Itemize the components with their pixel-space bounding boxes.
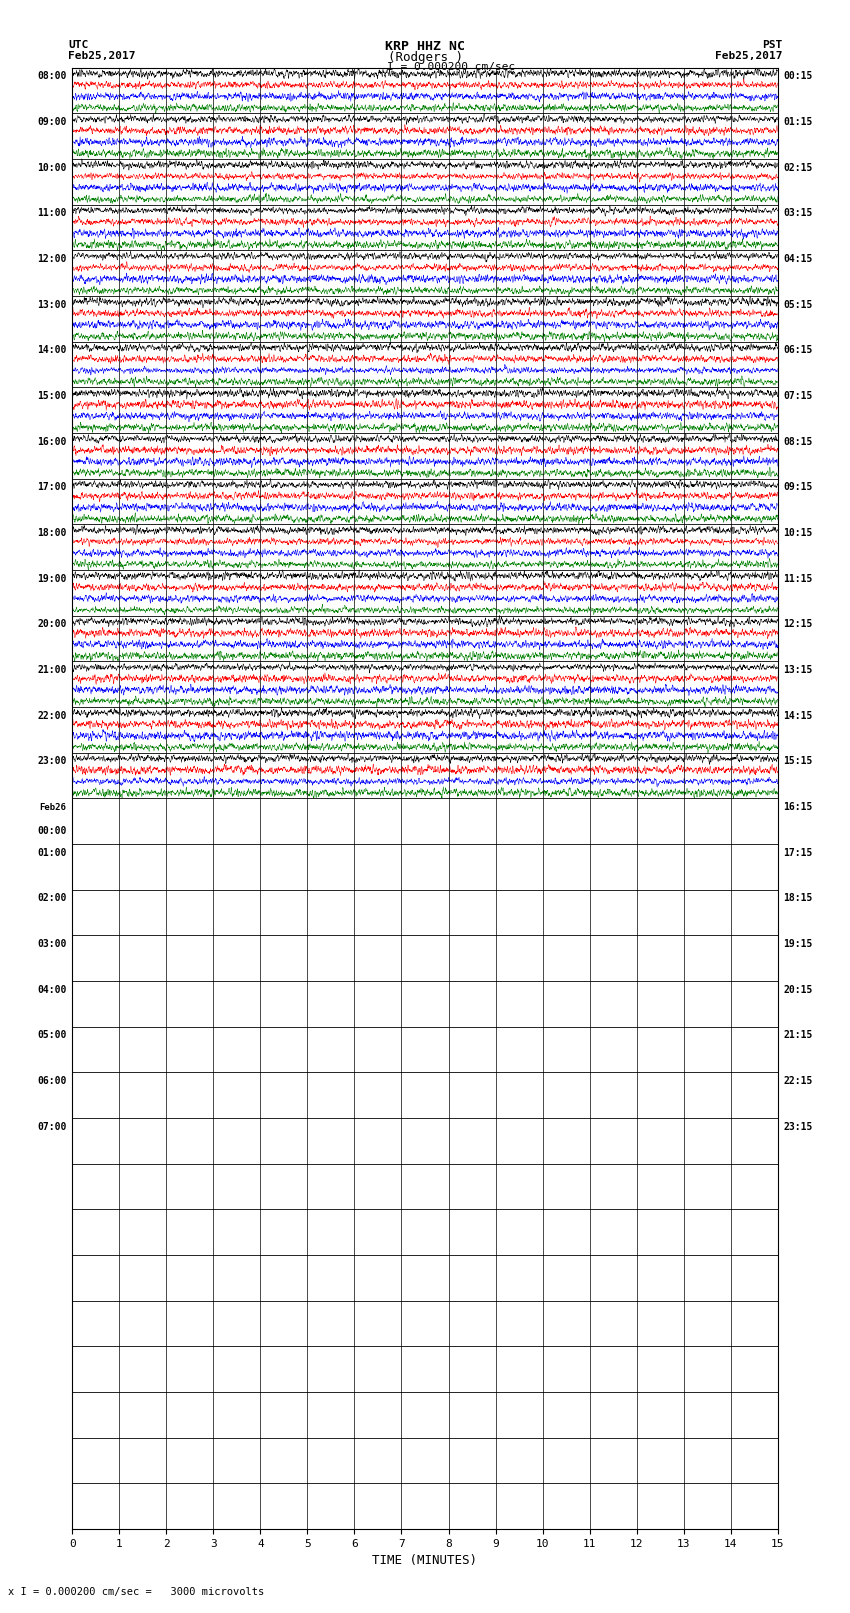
Text: 10:00: 10:00 (37, 163, 66, 173)
Text: 07:00: 07:00 (37, 1121, 66, 1132)
Text: x I = 0.000200 cm/sec =   3000 microvolts: x I = 0.000200 cm/sec = 3000 microvolts (8, 1587, 264, 1597)
Text: 01:15: 01:15 (784, 118, 813, 127)
Text: 02:15: 02:15 (784, 163, 813, 173)
Text: 12:00: 12:00 (37, 255, 66, 265)
Text: 04:15: 04:15 (784, 255, 813, 265)
Text: 11:00: 11:00 (37, 208, 66, 218)
Text: 00:15: 00:15 (784, 71, 813, 81)
Text: 13:00: 13:00 (37, 300, 66, 310)
Text: 07:15: 07:15 (784, 390, 813, 402)
Text: 17:00: 17:00 (37, 482, 66, 492)
Text: Feb25,2017: Feb25,2017 (68, 50, 135, 61)
Text: 16:15: 16:15 (784, 802, 813, 811)
Text: 04:00: 04:00 (37, 986, 66, 995)
Text: 21:00: 21:00 (37, 665, 66, 676)
Text: 02:00: 02:00 (37, 894, 66, 903)
Text: 16:00: 16:00 (37, 437, 66, 447)
Text: I = 0.000200 cm/sec: I = 0.000200 cm/sec (387, 63, 515, 73)
Text: 03:00: 03:00 (37, 939, 66, 948)
Text: 08:00: 08:00 (37, 71, 66, 81)
Text: 15:00: 15:00 (37, 390, 66, 402)
Text: 08:15: 08:15 (784, 437, 813, 447)
Text: Feb26: Feb26 (40, 803, 66, 811)
Text: 19:15: 19:15 (784, 939, 813, 948)
Text: 15:15: 15:15 (784, 756, 813, 766)
Text: 03:15: 03:15 (784, 208, 813, 218)
Text: 05:15: 05:15 (784, 300, 813, 310)
Text: 23:00: 23:00 (37, 756, 66, 766)
Text: UTC: UTC (68, 39, 88, 50)
Text: 14:00: 14:00 (37, 345, 66, 355)
Text: 20:00: 20:00 (37, 619, 66, 629)
Text: 00:00: 00:00 (37, 826, 66, 836)
Text: PST: PST (762, 39, 782, 50)
Text: 20:15: 20:15 (784, 986, 813, 995)
Text: 21:15: 21:15 (784, 1031, 813, 1040)
Text: 01:00: 01:00 (37, 848, 66, 858)
Text: 05:00: 05:00 (37, 1031, 66, 1040)
X-axis label: TIME (MINUTES): TIME (MINUTES) (372, 1555, 478, 1568)
Text: 19:00: 19:00 (37, 574, 66, 584)
Text: (Rodgers ): (Rodgers ) (388, 50, 462, 65)
Text: 22:00: 22:00 (37, 711, 66, 721)
Text: 10:15: 10:15 (784, 527, 813, 539)
Text: 09:15: 09:15 (784, 482, 813, 492)
Text: 18:15: 18:15 (784, 894, 813, 903)
Text: 13:15: 13:15 (784, 665, 813, 676)
Text: 23:15: 23:15 (784, 1121, 813, 1132)
Text: 22:15: 22:15 (784, 1076, 813, 1086)
Text: 14:15: 14:15 (784, 711, 813, 721)
Text: 12:15: 12:15 (784, 619, 813, 629)
Text: 06:15: 06:15 (784, 345, 813, 355)
Text: Feb25,2017: Feb25,2017 (715, 50, 782, 61)
Text: 18:00: 18:00 (37, 527, 66, 539)
Text: KRP HHZ NC: KRP HHZ NC (385, 39, 465, 53)
Text: 17:15: 17:15 (784, 848, 813, 858)
Text: 06:00: 06:00 (37, 1076, 66, 1086)
Text: 11:15: 11:15 (784, 574, 813, 584)
Text: 09:00: 09:00 (37, 118, 66, 127)
